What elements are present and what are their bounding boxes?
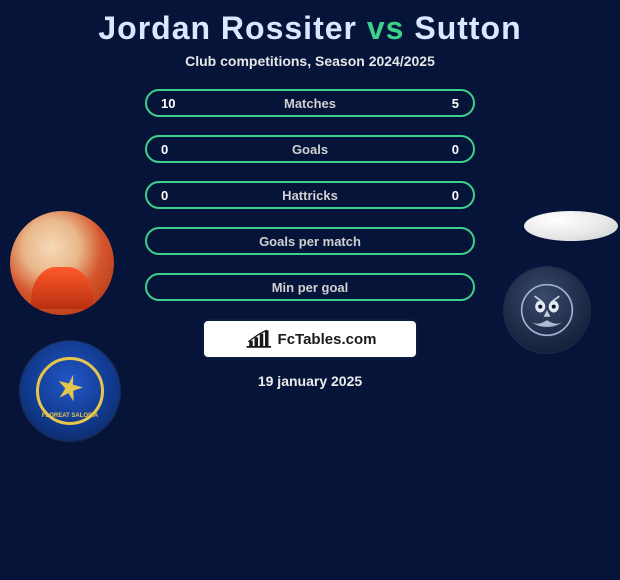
stat-left-value: 0 (161, 188, 168, 203)
watermark-text: FcTables.com (278, 331, 377, 348)
title-player-left: Jordan Rossiter (98, 10, 357, 46)
stat-right-value: 5 (452, 96, 459, 111)
title-player-right: Sutton (414, 10, 521, 46)
stat-label: Min per goal (272, 280, 349, 295)
stat-pill: 0 Hattricks 0 (145, 181, 475, 209)
stat-label: Goals (292, 142, 328, 157)
comparison-stage: FLOREAT SALOPIA 10Matches50Goals00Hattri… (0, 89, 620, 389)
stat-pill: 10 Matches 5 (145, 89, 475, 117)
stat-row: 0 Goals 0 (0, 135, 620, 163)
stat-row: 10 Matches 5 (0, 89, 620, 117)
stat-label: Matches (284, 96, 336, 111)
page-title: Jordan Rossiter vs Sutton (0, 0, 620, 47)
stat-label: Hattricks (282, 188, 338, 203)
stat-pill: 0 Goals 0 (145, 135, 475, 163)
stat-label: Goals per match (259, 234, 361, 249)
stat-right-value: 0 (452, 188, 459, 203)
stat-left-value: 10 (161, 96, 175, 111)
stat-row: 0 Hattricks 0 (0, 181, 620, 209)
club-left-crest: FLOREAT SALOPIA (20, 341, 120, 441)
title-vs: vs (357, 10, 414, 46)
stat-pill: Min per goal (145, 273, 475, 301)
stat-row: Min per goal (0, 273, 620, 301)
stat-pill: Goals per match (145, 227, 475, 255)
subtitle: Club competitions, Season 2024/2025 (0, 53, 620, 69)
stat-left-value: 0 (161, 142, 168, 157)
stat-right-value: 0 (452, 142, 459, 157)
watermark-badge[interactable]: FcTables.com (202, 319, 418, 359)
bar-chart-icon (244, 328, 272, 350)
stat-row: Goals per match (0, 227, 620, 255)
club-left-motto: FLOREAT SALOPIA (20, 413, 120, 419)
